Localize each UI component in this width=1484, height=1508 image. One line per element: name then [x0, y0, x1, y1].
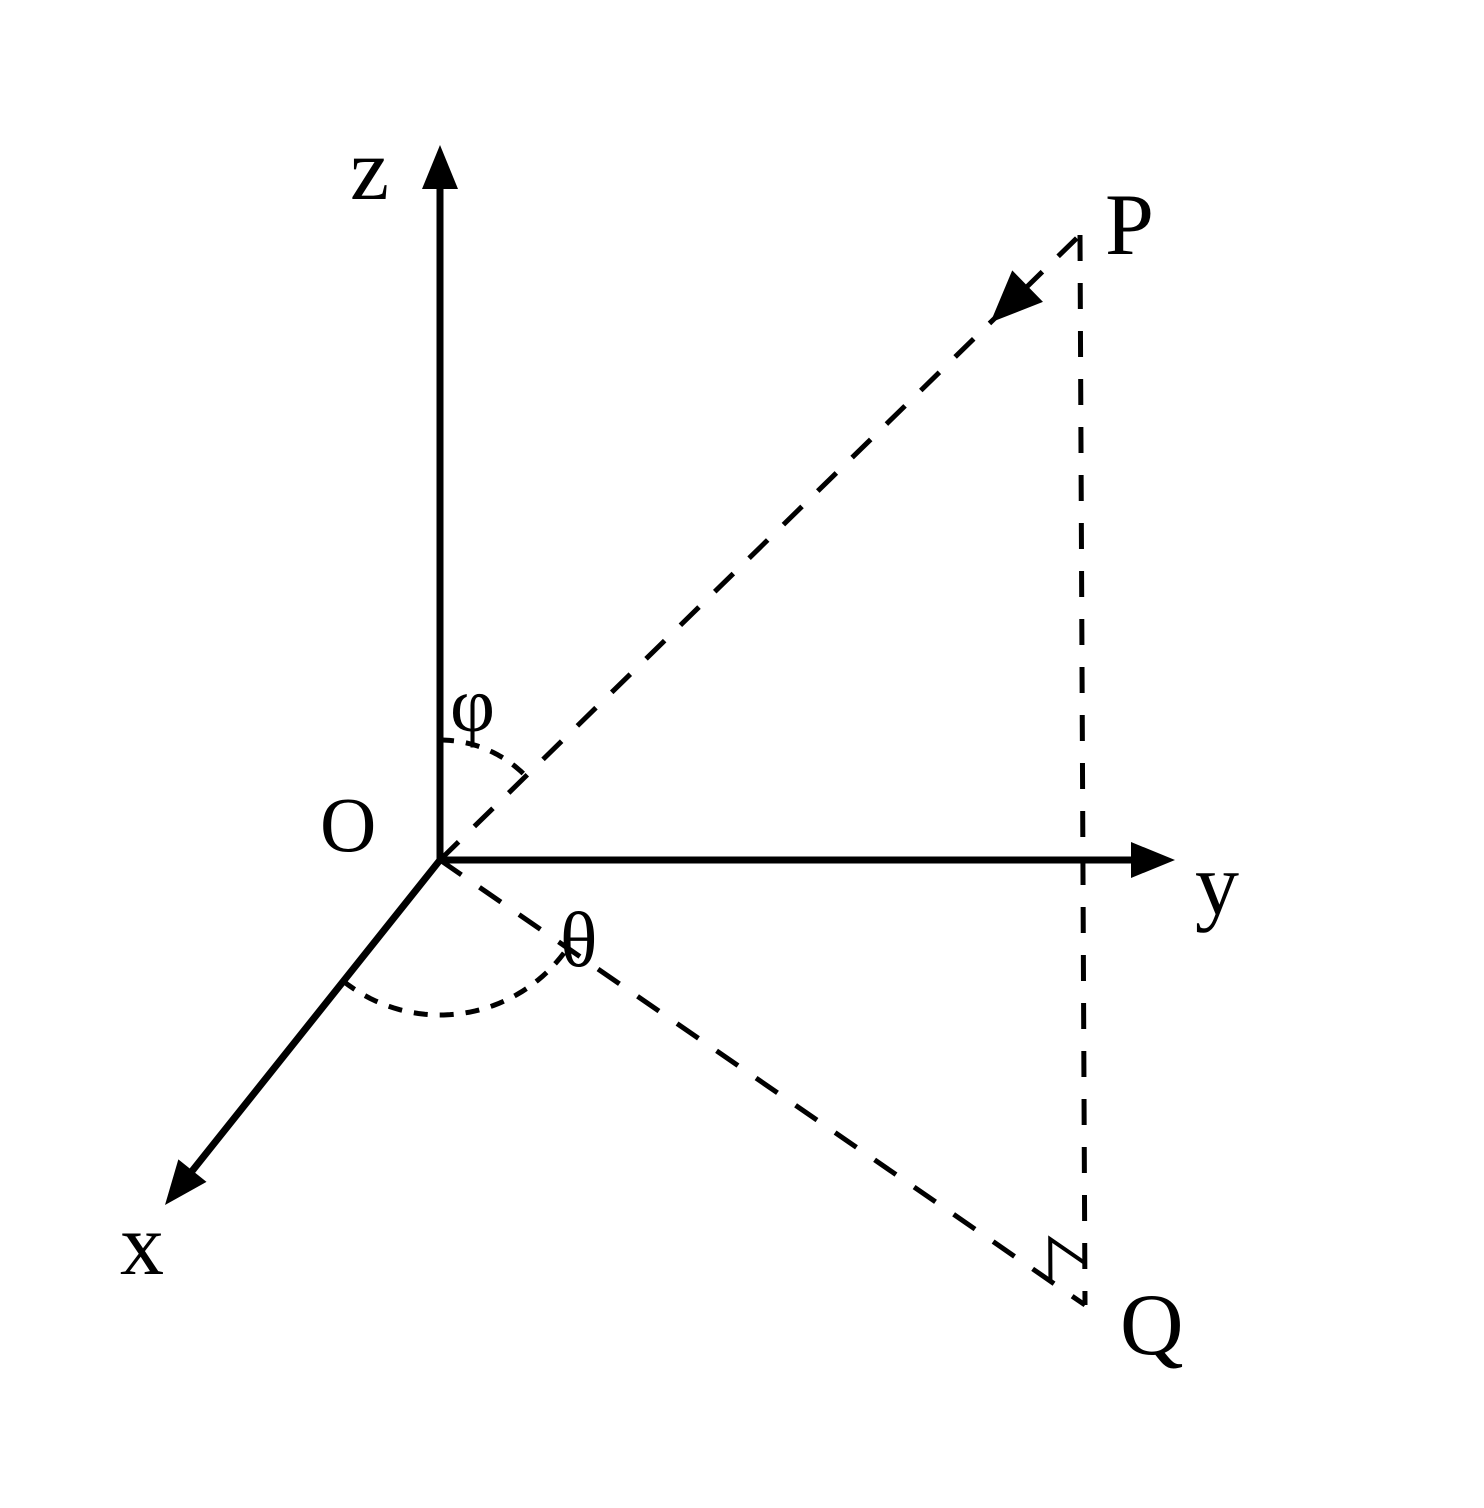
point-label-P: P: [1105, 175, 1154, 276]
axis-label-x: x: [120, 1195, 164, 1296]
diagram-svg: [0, 0, 1484, 1508]
angle-label-theta: θ: [560, 895, 597, 985]
diagram-canvas: z y x O P Q φ θ: [0, 0, 1484, 1508]
axis-label-z: z: [350, 120, 389, 221]
point-label-Q: Q: [1120, 1275, 1184, 1376]
angle-label-phi: φ: [450, 660, 495, 750]
axis-label-y: y: [1195, 835, 1239, 936]
point-label-O: O: [320, 780, 376, 870]
